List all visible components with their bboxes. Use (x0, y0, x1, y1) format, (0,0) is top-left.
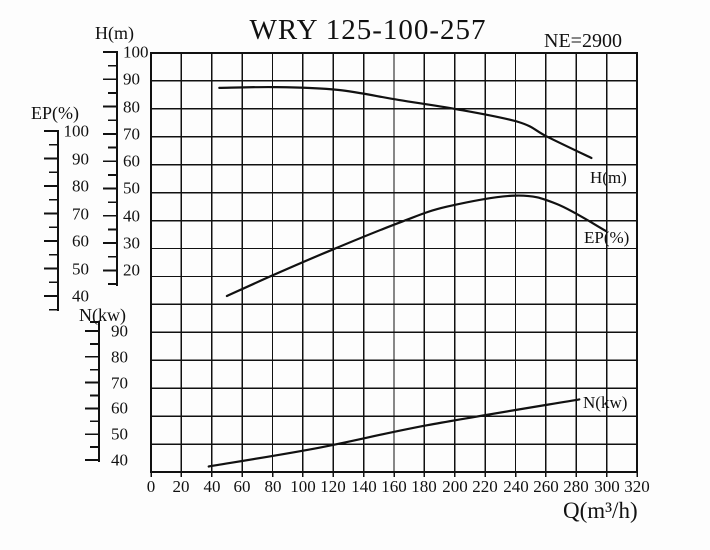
x-axis-tick-label: 40 (203, 477, 221, 496)
curve-label-h: H(m) (590, 168, 627, 187)
curve-label-n: N(kw) (583, 393, 628, 412)
x-axis-tick-label: 160 (381, 477, 407, 496)
ep-axis-title: EP(%) (31, 103, 79, 123)
x-axis-tick-label: 120 (320, 477, 346, 496)
x-axis-tick-label: 0 (146, 477, 156, 496)
chart-title: WRY 125-100-257 (249, 14, 487, 46)
n-axis-tick-label: 70 (111, 373, 128, 393)
ep-axis-tick-label: 80 (72, 176, 89, 196)
x-axis-tick-label: 140 (351, 477, 377, 496)
x-axis-title: Q(m³/h) (563, 498, 638, 523)
x-axis-tick-label: 20 (172, 477, 190, 496)
x-axis-tick-label: 80 (264, 477, 282, 496)
ep-axis-tick-label: 50 (72, 259, 89, 279)
curve-hm (218, 85, 593, 160)
ep-axis-tick-label: 90 (72, 149, 89, 169)
h-axis-tick-label: 40 (123, 206, 140, 226)
curve-label-ep: EP(%) (584, 228, 630, 247)
curve-nkw (207, 398, 581, 468)
h-axis-tick-label: 100 (123, 42, 149, 62)
ep-axis-tick-label: 40 (72, 286, 89, 306)
ep-axis-tick-label: 70 (72, 204, 89, 224)
ep-axis-tick-label: 60 (72, 231, 89, 251)
n-axis-title: N(kw) (79, 305, 126, 325)
x-axis-tick-label: 200 (442, 477, 468, 496)
x-axis-tick-label: 300 (594, 477, 620, 496)
h-axis-tick-label: 60 (123, 151, 140, 171)
h-axis-tick-label: 20 (123, 260, 140, 280)
x-axis-tick-label: 240 (503, 477, 529, 496)
h-axis-title: H(m) (95, 23, 134, 43)
speed-label: NE=2900 (544, 30, 622, 52)
n-axis-tick-label: 90 (111, 321, 128, 341)
x-axis-tick-label: 100 (290, 477, 316, 496)
x-axis-tick-label: 180 (411, 477, 437, 496)
n-axis-tick-label: 80 (111, 347, 128, 367)
x-axis-tick-label: 260 (533, 477, 559, 496)
h-axis-tick-label: 90 (123, 69, 140, 89)
n-axis-tick-label: 50 (111, 424, 128, 444)
x-axis-tick-label: 280 (563, 477, 589, 496)
h-axis-tick-label: 80 (123, 97, 140, 117)
curve-ep (225, 194, 608, 298)
ep-axis-tick-label: 100 (63, 121, 90, 141)
h-axis-tick-label: 50 (123, 178, 140, 198)
plot-border (149, 51, 639, 474)
h-axis-tick-label: 30 (123, 233, 140, 253)
n-axis-tick-label: 60 (111, 398, 128, 418)
x-axis-tick-label: 220 (472, 477, 498, 496)
x-axis-tick-label: 60 (233, 477, 251, 496)
n-axis-tick-label: 40 (111, 450, 128, 470)
x-axis-tick-label: 320 (624, 477, 650, 496)
h-axis-tick-label: 70 (123, 124, 140, 144)
